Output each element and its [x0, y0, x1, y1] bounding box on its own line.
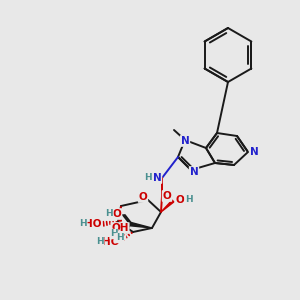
Text: H: H — [185, 196, 193, 205]
Text: H: H — [105, 209, 113, 218]
Text: N: N — [190, 167, 198, 177]
Text: HO: HO — [102, 237, 120, 247]
Text: H: H — [79, 220, 87, 229]
Text: N: N — [250, 147, 258, 157]
Text: O: O — [112, 209, 122, 219]
Text: H: H — [96, 238, 104, 247]
Polygon shape — [119, 206, 121, 221]
Polygon shape — [161, 200, 174, 212]
Text: H: H — [116, 233, 124, 242]
Text: H: H — [144, 172, 152, 182]
Text: OH: OH — [111, 223, 129, 233]
Text: O: O — [176, 195, 184, 205]
Text: O: O — [117, 229, 125, 239]
Text: O: O — [163, 191, 171, 201]
Text: N: N — [153, 173, 161, 183]
Polygon shape — [130, 222, 152, 228]
Text: H: H — [110, 230, 118, 238]
Text: O: O — [139, 192, 147, 202]
Text: HO: HO — [84, 219, 102, 229]
Text: N: N — [181, 136, 189, 146]
